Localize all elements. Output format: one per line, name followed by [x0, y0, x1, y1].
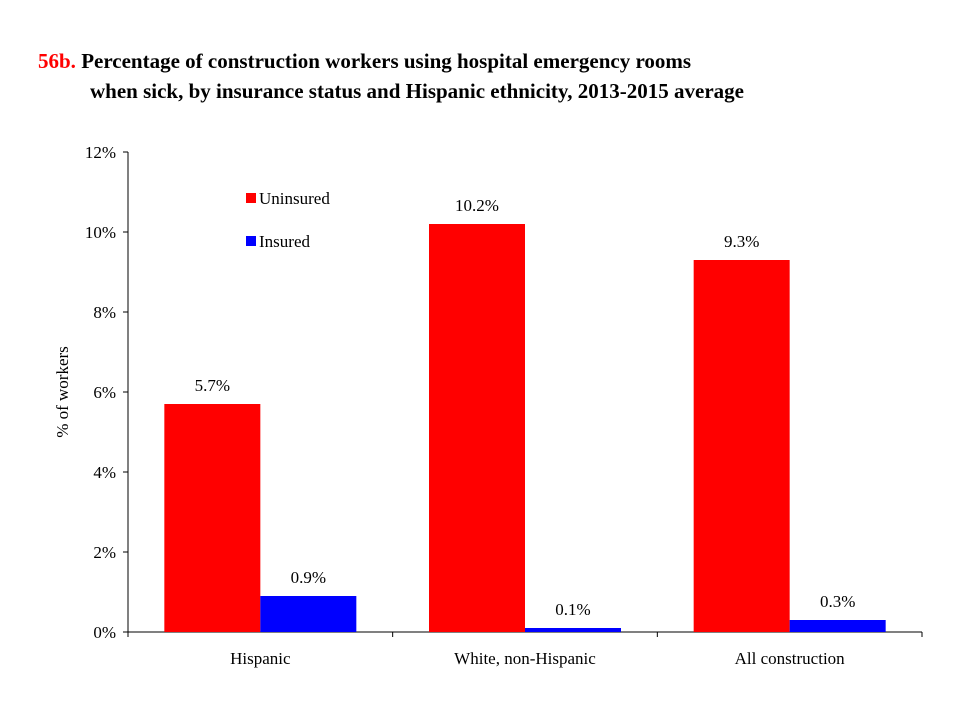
y-tick-label: 0%	[93, 623, 116, 642]
legend-swatch-insured	[246, 236, 256, 246]
title-line-2: when sick, by insurance status and Hispa…	[90, 79, 744, 103]
chart-title: 56b. Percentage of construction workers …	[38, 46, 938, 106]
legend-label-uninsured: Uninsured	[259, 189, 330, 208]
bar-uninsured-0	[164, 404, 261, 632]
y-tick-label: 6%	[93, 383, 116, 402]
bar-insured-0	[260, 596, 357, 632]
title-line-1: Percentage of construction workers using…	[81, 49, 692, 73]
bar-uninsured-2	[693, 260, 790, 632]
y-axis-label: % of workers	[53, 346, 72, 438]
data-label: 5.7%	[195, 376, 230, 395]
data-label: 9.3%	[724, 232, 759, 251]
y-tick-label: 2%	[93, 543, 116, 562]
y-tick-label: 10%	[85, 223, 116, 242]
legend-label-insured: Insured	[259, 232, 310, 251]
y-tick-label: 12%	[85, 143, 116, 162]
bar-uninsured-1	[429, 224, 525, 632]
data-label: 0.1%	[555, 600, 590, 619]
data-label: 10.2%	[455, 196, 499, 215]
x-tick-label: White, non-Hispanic	[454, 649, 596, 668]
legend-swatch-uninsured	[246, 193, 256, 203]
x-tick-label: Hispanic	[230, 649, 291, 668]
y-tick-label: 4%	[93, 463, 116, 482]
y-tick-label: 8%	[93, 303, 116, 322]
bar-insured-1	[525, 628, 621, 632]
x-tick-label: All construction	[735, 649, 846, 668]
bar-insured-2	[789, 620, 886, 632]
data-label: 0.9%	[291, 568, 326, 587]
data-label: 0.3%	[820, 592, 855, 611]
figure-number: 56b.	[38, 49, 76, 73]
